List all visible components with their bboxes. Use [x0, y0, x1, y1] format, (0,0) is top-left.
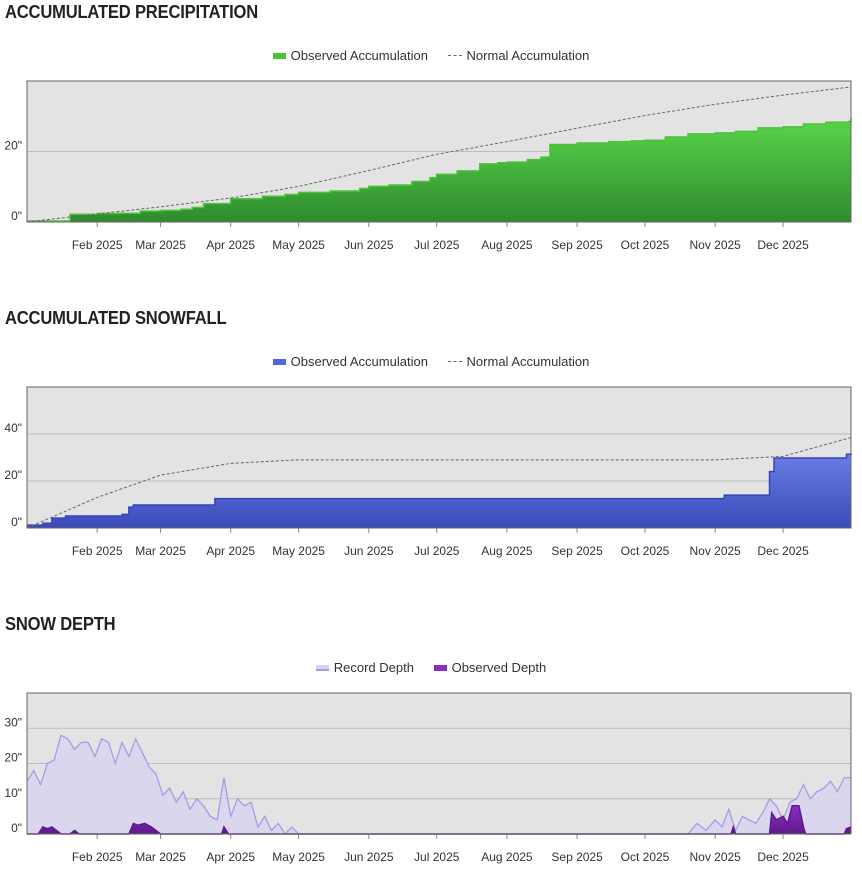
- observed-swatch-icon: [272, 358, 286, 365]
- x-tick-label: Jul 2025: [414, 850, 460, 864]
- x-tick-label: Dec 2025: [757, 544, 809, 558]
- normal-line: [26, 437, 852, 529]
- x-tick-label: Mar 2025: [135, 850, 186, 864]
- legend-item-observed[interactable]: Observed Accumulation: [272, 354, 428, 369]
- y-tick-label: 0": [11, 515, 22, 529]
- x-tick-label: Aug 2025: [481, 850, 533, 864]
- y-tick-label: 30": [4, 715, 22, 729]
- x-tick-label: Feb 2025: [72, 850, 123, 864]
- precip-section: ACCUMULATED PRECIPITATION Observed Accum…: [0, 0, 862, 280]
- y-tick-label: 40": [4, 421, 22, 435]
- normal-line: [26, 86, 852, 223]
- legend-item-record[interactable]: Record Depth: [315, 660, 414, 675]
- snow-depth-chart[interactable]: 0" 10" 20" 30" Feb 2025 Mar 2025 Apr 2025 May 2…: [0, 612, 862, 869]
- observed-area: [27, 118, 851, 222]
- legend-label: Normal Accumulation: [466, 354, 590, 369]
- x-tick-label: Apr 2025: [206, 544, 255, 558]
- x-tick-label: Apr 2025: [206, 238, 255, 252]
- observed-line: [27, 453, 852, 526]
- x-tick-label: Mar 2025: [135, 544, 186, 558]
- legend-label: Observed Accumulation: [290, 354, 428, 369]
- x-tick-label: Nov 2025: [689, 238, 741, 252]
- x-tick-label: Jul 2025: [414, 238, 460, 252]
- depth-legend: Record Depth Observed Depth: [0, 660, 862, 675]
- normal-dash-icon: [447, 361, 462, 363]
- snow-depth-title: SNOW DEPTH: [5, 614, 116, 634]
- x-tick-label: Jul 2025: [414, 544, 460, 558]
- x-tick-label: Jun 2025: [344, 238, 394, 252]
- x-tick-label: Sep 2025: [551, 850, 603, 864]
- precip-title: ACCUMULATED PRECIPITATION: [5, 2, 258, 22]
- x-tick-label: Dec 2025: [757, 850, 809, 864]
- plot-frame: [26, 80, 852, 223]
- snowfall-chart[interactable]: 0" 20" 40" Feb 2025 Mar 2025 Apr 2025 May 2025…: [0, 306, 862, 586]
- legend-item-observed[interactable]: Observed Accumulation: [272, 48, 428, 63]
- y-tick-label: 20": [4, 468, 22, 482]
- x-tick-label: Sep 2025: [551, 544, 603, 558]
- precip-legend: Observed Accumulation Normal Accumulatio…: [0, 48, 862, 63]
- x-tick-label: Aug 2025: [481, 544, 533, 558]
- x-tick-label: Aug 2025: [481, 238, 533, 252]
- x-tick-label: Sep 2025: [551, 238, 603, 252]
- x-tick-label: Nov 2025: [689, 544, 741, 558]
- x-tick-label: Mar 2025: [135, 238, 186, 252]
- x-tick-label: May 2025: [272, 544, 325, 558]
- snowfall-legend: Observed Accumulation Normal Accumulatio…: [0, 354, 862, 369]
- x-tick-label: Oct 2025: [621, 850, 670, 864]
- x-tick-label: Nov 2025: [689, 850, 741, 864]
- x-tick-label: Feb 2025: [72, 544, 123, 558]
- record-swatch-icon: [315, 664, 329, 671]
- record-area: [27, 735, 851, 834]
- legend-item-normal[interactable]: Normal Accumulation: [447, 354, 590, 369]
- y-tick-label: 10": [4, 786, 22, 800]
- record-line: [26, 734, 851, 836]
- x-tick-label: Jun 2025: [344, 850, 394, 864]
- plot-frame: [26, 692, 852, 835]
- normal-dash-icon: [447, 55, 462, 57]
- legend-label: Normal Accumulation: [466, 48, 590, 63]
- x-tick-label: May 2025: [272, 238, 325, 252]
- x-tick-label: Apr 2025: [206, 850, 255, 864]
- x-tick-label: Oct 2025: [621, 238, 670, 252]
- legend-item-observed-depth[interactable]: Observed Depth: [433, 660, 547, 675]
- observed-area: [27, 453, 851, 528]
- snowfall-section: ACCUMULATED SNOWFALL Observed Accumulati…: [0, 306, 862, 586]
- x-tick-label: Feb 2025: [72, 238, 123, 252]
- x-tick-label: May 2025: [272, 850, 325, 864]
- x-tick-label: Oct 2025: [621, 544, 670, 558]
- y-tick-label: 0": [11, 821, 22, 835]
- y-tick-label: 20": [4, 751, 22, 765]
- x-tick-label: Jun 2025: [344, 544, 394, 558]
- legend-label: Record Depth: [333, 660, 414, 675]
- snow-depth-section: SNOW DEPTH Record Depth Observed Depth 0…: [0, 612, 862, 869]
- legend-label: Observed Depth: [451, 660, 547, 675]
- x-tick-label: Dec 2025: [757, 238, 809, 252]
- observed-swatch-icon: [272, 52, 286, 59]
- legend-item-normal[interactable]: Normal Accumulation: [447, 48, 590, 63]
- y-tick-label: 0": [11, 209, 22, 223]
- snowfall-title: ACCUMULATED SNOWFALL: [5, 308, 227, 328]
- legend-label: Observed Accumulation: [290, 48, 428, 63]
- precip-chart[interactable]: 0" 20" Feb 2025 Mar 2025 Apr 2025 May 2025 Jun…: [0, 0, 862, 280]
- plot-frame: [26, 386, 852, 529]
- observed-line: [27, 118, 852, 222]
- observed-depth-swatch-icon: [433, 664, 447, 671]
- y-tick-label: 20": [4, 139, 22, 153]
